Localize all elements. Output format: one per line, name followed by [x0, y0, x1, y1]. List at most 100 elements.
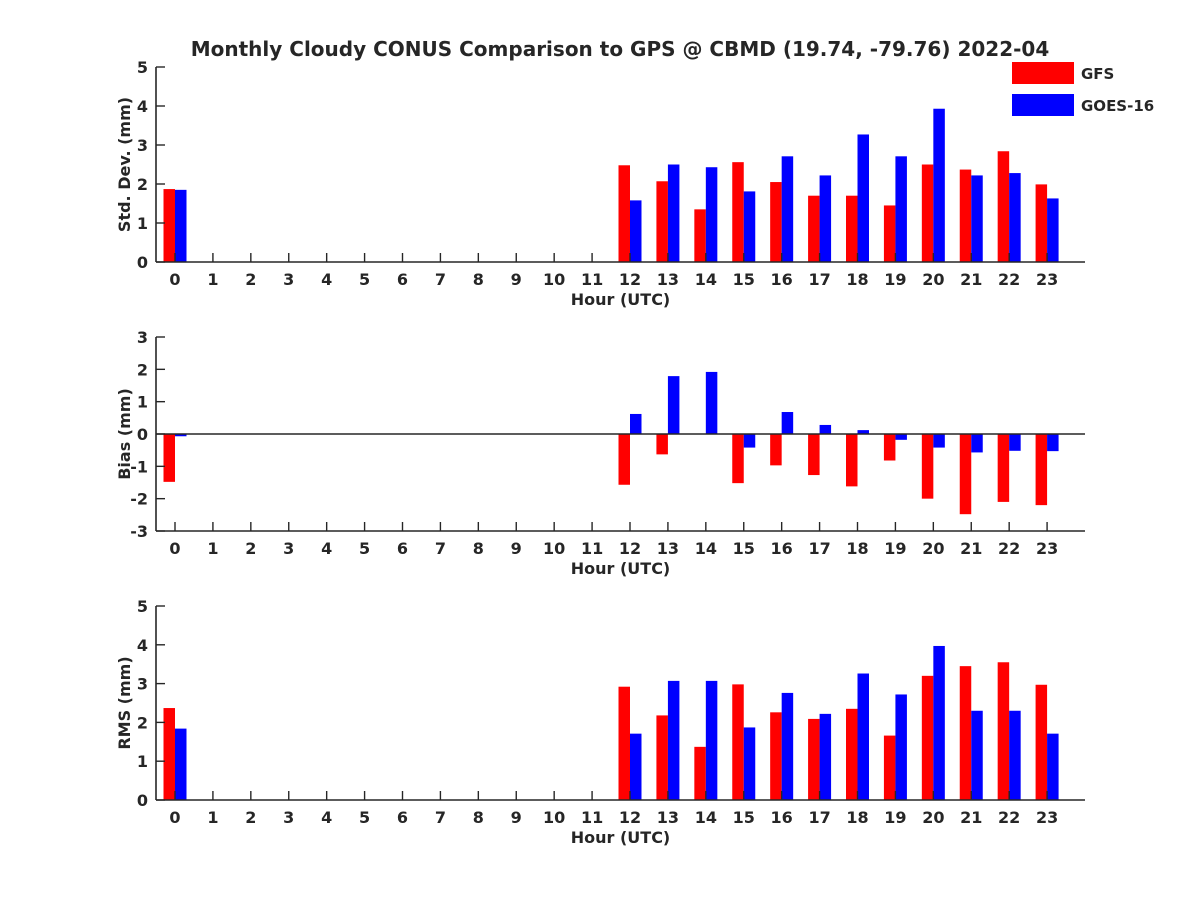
x-tick-label: 12: [619, 808, 641, 827]
x-tick-label: 2: [245, 808, 256, 827]
x-tick-label: 6: [397, 808, 408, 827]
chart-title: Monthly Cloudy CONUS Comparison to GPS @…: [191, 37, 1050, 61]
x-tick-label: 3: [283, 270, 294, 289]
bar-goes-16-hour-20: [933, 108, 945, 262]
x-tick-label: 14: [695, 270, 717, 289]
x-tick-label: 23: [1036, 808, 1058, 827]
x-tick-label: 8: [473, 539, 484, 558]
y-tick-label: 0: [137, 425, 148, 444]
bar-gfs-hour-18: [846, 434, 858, 487]
x-tick-label: 5: [359, 539, 370, 558]
bar-gfs-hour-12: [618, 165, 630, 262]
bar-goes-16-hour-0: [175, 728, 187, 800]
x-tick-label: 11: [581, 539, 603, 558]
y-tick-label: 2: [137, 175, 148, 194]
bar-gfs-hour-13: [656, 715, 668, 800]
bar-gfs-hour-21: [959, 666, 972, 800]
x-tick-label: 13: [657, 270, 679, 289]
bar-gfs-hour-15: [732, 684, 744, 800]
x-tick-label: 20: [922, 270, 944, 289]
x-tick-label: 21: [960, 539, 982, 558]
bar-gfs-hour-13: [656, 434, 668, 455]
bar-goes-16-hour-22: [1009, 434, 1021, 451]
x-tick-label: 1: [207, 808, 218, 827]
x-tick-label: 0: [169, 539, 180, 558]
x-tick-label: 9: [511, 808, 522, 827]
bar-goes-16-hour-13: [667, 376, 680, 434]
bar-goes-16-hour-18: [857, 134, 869, 262]
bar-gfs-hour-20: [921, 164, 934, 262]
x-tick-label: 22: [998, 539, 1020, 558]
x-tick-label: 6: [397, 539, 408, 558]
bar-gfs-hour-18: [846, 708, 858, 800]
y-axis-label: Bias (mm): [115, 388, 134, 480]
bar-goes-16-hour-14: [705, 680, 718, 800]
x-tick-label: 14: [695, 539, 717, 558]
bar-goes-16-hour-15: [743, 727, 756, 800]
y-tick-label: 5: [137, 597, 148, 616]
bar-gfs-hour-12: [618, 434, 630, 485]
bar-gfs-hour-15: [732, 162, 744, 262]
bar-gfs-hour-15: [732, 434, 744, 484]
x-tick-label: 13: [657, 808, 679, 827]
x-tick-label: 14: [695, 808, 717, 827]
bar-gfs-hour-19: [883, 205, 896, 262]
x-tick-label: 9: [511, 270, 522, 289]
bar-gfs-hour-20: [921, 675, 934, 800]
x-tick-label: 0: [169, 808, 180, 827]
bar-goes-16-hour-17: [819, 424, 832, 434]
x-tick-label: 4: [321, 539, 332, 558]
bar-gfs-hour-0: [163, 434, 175, 482]
x-tick-label: 10: [543, 808, 565, 827]
bar-gfs-hour-16: [770, 712, 782, 800]
x-tick-label: 7: [435, 270, 446, 289]
y-tick-label: 1: [137, 214, 148, 233]
x-tick-label: 1: [207, 539, 218, 558]
x-tick-label: 21: [960, 808, 982, 827]
bar-goes-16-hour-14: [705, 167, 718, 262]
y-tick-label: 4: [137, 97, 148, 116]
legend-label-goes-16: GOES-16: [1081, 97, 1154, 115]
x-tick-label: 21: [960, 270, 982, 289]
x-tick-label: 19: [884, 539, 906, 558]
bar-goes-16-hour-18: [857, 673, 869, 800]
x-tick-label: 6: [397, 270, 408, 289]
y-tick-label: 1: [137, 393, 148, 412]
bar-goes-16-hour-12: [630, 733, 642, 800]
x-tick-label: 3: [283, 808, 294, 827]
x-tick-label: 19: [884, 808, 906, 827]
y-axis-label: Std. Dev. (mm): [115, 97, 134, 232]
bar-gfs-hour-22: [997, 662, 1010, 800]
bar-gfs-hour-21: [959, 434, 972, 515]
x-tick-label: 20: [922, 808, 944, 827]
x-tick-label: 22: [998, 808, 1020, 827]
bar-goes-16-hour-17: [819, 713, 832, 800]
x-tick-label: 18: [846, 539, 868, 558]
bar-gfs-hour-23: [1035, 684, 1048, 800]
bar-gfs-hour-13: [656, 181, 668, 262]
x-tick-label: 19: [884, 270, 906, 289]
bar-goes-16-hour-19: [895, 156, 907, 262]
x-tick-label: 16: [771, 539, 793, 558]
legend-label-gfs: GFS: [1081, 65, 1114, 83]
bar-gfs-hour-18: [846, 195, 858, 262]
bar-gfs-hour-17: [808, 195, 820, 262]
bar-goes-16-hour-16: [781, 412, 794, 434]
x-tick-label: 16: [771, 270, 793, 289]
bar-goes-16-hour-12: [630, 200, 642, 262]
x-tick-label: 12: [619, 270, 641, 289]
x-tick-label: 12: [619, 539, 641, 558]
bar-gfs-hour-17: [808, 718, 820, 800]
y-tick-label: 0: [137, 253, 148, 272]
bar-gfs-hour-0: [163, 708, 175, 800]
y-tick-label: 5: [137, 58, 148, 77]
y-tick-label: 1: [137, 752, 148, 771]
x-axis-label: Hour (UTC): [571, 828, 671, 847]
bar-gfs-hour-14: [694, 209, 706, 262]
bar-gfs-hour-19: [883, 735, 896, 800]
